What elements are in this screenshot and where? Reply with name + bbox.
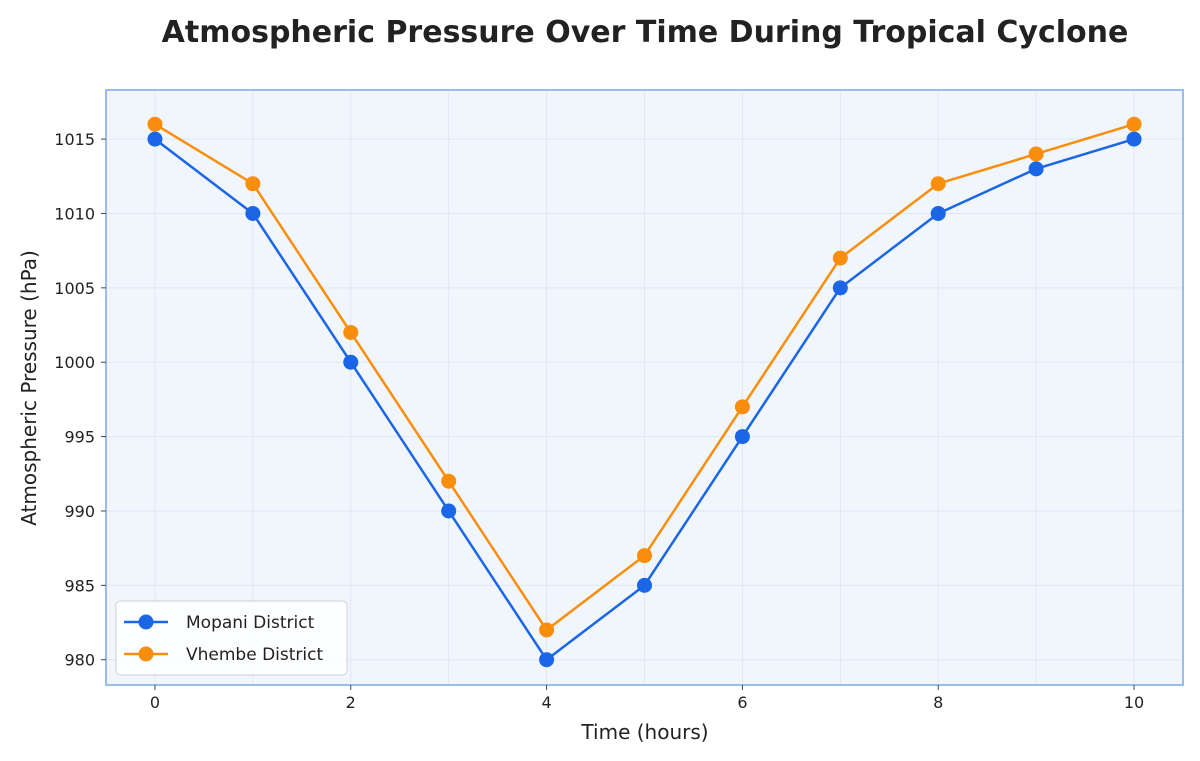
x-axis-ticks: 0 2 4 6 8 10 — [150, 685, 1144, 712]
legend-label-mopani: Mopani District — [186, 613, 315, 633]
y-tick-label: 990 — [64, 502, 95, 521]
data-point-vhembe — [1126, 116, 1142, 132]
y-tick-label: 980 — [64, 651, 95, 670]
data-point-vhembe — [539, 622, 555, 638]
data-point-vhembe — [637, 548, 652, 564]
data-point-vhembe — [1028, 146, 1044, 162]
data-point-mopani — [539, 652, 555, 668]
legend-label-vhembe: Vhembe District — [186, 645, 323, 665]
data-point-mopani — [343, 354, 359, 370]
y-tick-label: 995 — [64, 428, 95, 447]
chart-title: Atmospheric Pressure Over Time During Tr… — [162, 15, 1129, 50]
data-point-mopani — [734, 429, 750, 445]
legend-marker-vhembe — [138, 646, 154, 662]
data-point-mopani — [637, 577, 652, 593]
y-tick-label: 1005 — [54, 279, 95, 298]
data-point-vhembe — [245, 176, 261, 192]
data-point-vhembe — [832, 250, 848, 266]
y-tick-label: 1010 — [54, 204, 95, 223]
y-axis-ticks: 980 985 990 995 1000 1005 1010 1015 — [54, 130, 106, 670]
data-point-mopani — [245, 205, 261, 221]
x-tick-label: 6 — [737, 693, 747, 712]
y-tick-label: 1015 — [54, 130, 95, 149]
x-tick-label: 10 — [1124, 693, 1144, 712]
data-point-mopani — [441, 503, 457, 519]
legend-box — [115, 600, 348, 676]
x-tick-label: 4 — [541, 693, 551, 712]
x-tick-label: 2 — [346, 693, 356, 712]
legend: Mopani District Vhembe District — [115, 600, 348, 676]
data-point-vhembe — [734, 399, 750, 415]
data-point-mopani — [1126, 131, 1142, 147]
series-layer — [147, 116, 1142, 668]
data-point-vhembe — [343, 324, 359, 340]
data-point-vhembe — [441, 473, 457, 489]
data-point-mopani — [832, 280, 848, 296]
data-point-vhembe — [930, 176, 946, 192]
data-point-mopani — [147, 131, 163, 147]
x-tick-label: 0 — [150, 693, 160, 712]
y-tick-label: 1000 — [54, 353, 95, 372]
plot-border — [105, 89, 1184, 686]
data-point-vhembe — [147, 116, 163, 132]
data-point-mopani — [1028, 161, 1044, 177]
y-tick-label: 985 — [64, 576, 95, 595]
data-point-mopani — [930, 205, 946, 221]
x-axis-label: Time (hours) — [580, 720, 708, 744]
legend-marker-mopani — [138, 614, 154, 630]
x-tick-label: 8 — [933, 693, 943, 712]
y-axis-label: Atmospheric Pressure (hPa) — [17, 250, 41, 526]
